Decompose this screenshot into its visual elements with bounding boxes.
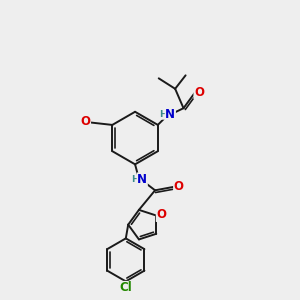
Text: N: N [137, 173, 147, 186]
Text: O: O [156, 208, 167, 221]
Text: N: N [165, 108, 176, 121]
Text: O: O [174, 180, 184, 193]
Text: O: O [80, 115, 90, 128]
Text: O: O [194, 85, 204, 99]
Text: H: H [159, 110, 167, 119]
Text: Cl: Cl [119, 281, 132, 295]
Text: H: H [131, 175, 138, 184]
